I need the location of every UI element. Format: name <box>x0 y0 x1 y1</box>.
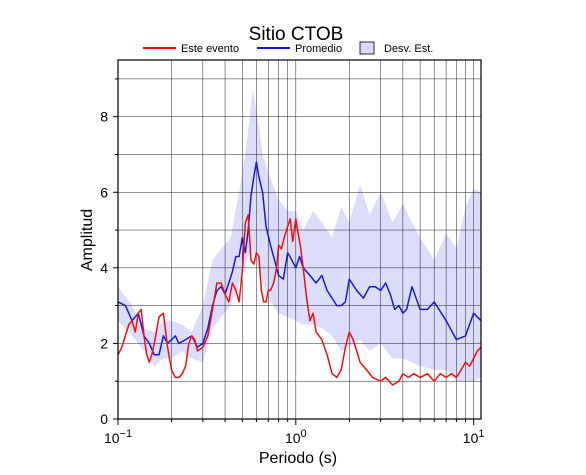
x-tick-label: 100 <box>285 428 307 446</box>
series-line-este-evento <box>117 214 482 386</box>
y-axis-title: Amplitud <box>79 209 96 271</box>
x-tick-label: 101 <box>463 428 485 446</box>
legend-label-promedio: Promedio <box>295 43 342 55</box>
legend-label-este-evento: Este evento <box>181 43 239 55</box>
legend-swatch-desv-est <box>359 41 375 55</box>
y-tick-label: 4 <box>100 260 108 276</box>
plot-area: 0 2 4 6 8 10−1 100 101 <box>100 59 485 446</box>
std-dev-band <box>118 90 481 382</box>
plot-frame <box>117 59 482 420</box>
y-tick-label: 2 <box>100 335 108 351</box>
x-tick-label: 10−1 <box>104 428 132 446</box>
y-tick-label: 8 <box>100 109 108 125</box>
x-axis-title: Periodo (s) <box>259 450 337 467</box>
chart-title: Sitio CTOB <box>249 24 344 45</box>
legend: Este evento Promedio Desv. Est. <box>143 41 433 55</box>
y-tick-label: 6 <box>100 184 108 200</box>
legend-label-desv-est: Desv. Est. <box>384 43 433 55</box>
y-tick-label: 0 <box>100 411 108 427</box>
